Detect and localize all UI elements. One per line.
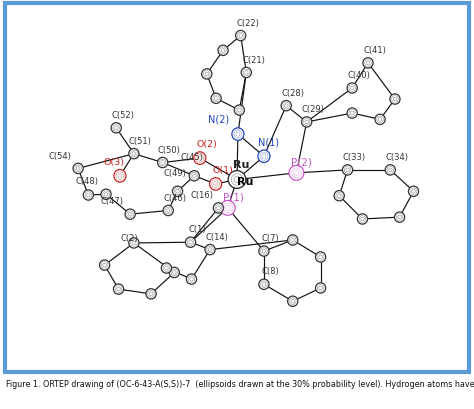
Ellipse shape xyxy=(390,94,400,105)
Text: C(40): C(40) xyxy=(347,71,370,80)
Text: P(2): P(2) xyxy=(291,157,311,167)
Ellipse shape xyxy=(113,284,124,294)
Ellipse shape xyxy=(259,246,269,256)
Text: C(47): C(47) xyxy=(100,197,123,206)
Text: N(2): N(2) xyxy=(208,114,229,124)
Ellipse shape xyxy=(347,109,357,119)
Text: O(1): O(1) xyxy=(213,166,234,175)
Text: C(28): C(28) xyxy=(281,89,304,98)
Ellipse shape xyxy=(189,171,200,182)
Ellipse shape xyxy=(73,164,83,174)
Text: C(34): C(34) xyxy=(385,153,408,162)
Text: C(8): C(8) xyxy=(262,267,279,276)
Ellipse shape xyxy=(129,238,139,249)
Ellipse shape xyxy=(342,165,353,175)
Text: C(41): C(41) xyxy=(363,46,386,55)
Ellipse shape xyxy=(228,171,246,189)
Text: Ru: Ru xyxy=(237,177,254,187)
Ellipse shape xyxy=(334,191,344,201)
Ellipse shape xyxy=(83,190,93,201)
FancyBboxPatch shape xyxy=(5,4,469,372)
Ellipse shape xyxy=(220,201,235,216)
Ellipse shape xyxy=(357,214,367,225)
Ellipse shape xyxy=(100,260,109,271)
Ellipse shape xyxy=(241,68,251,79)
Text: C(51): C(51) xyxy=(129,137,152,146)
Text: C(46): C(46) xyxy=(163,193,186,202)
Ellipse shape xyxy=(232,128,244,141)
Ellipse shape xyxy=(385,165,395,175)
Ellipse shape xyxy=(202,70,212,80)
Ellipse shape xyxy=(301,117,312,128)
Ellipse shape xyxy=(125,209,135,220)
Ellipse shape xyxy=(259,279,269,290)
Ellipse shape xyxy=(288,235,298,245)
Text: C(54): C(54) xyxy=(48,151,71,160)
Ellipse shape xyxy=(218,46,228,56)
Ellipse shape xyxy=(205,245,215,255)
Ellipse shape xyxy=(186,274,197,285)
Text: C(45): C(45) xyxy=(181,153,203,162)
Ellipse shape xyxy=(111,124,121,134)
Ellipse shape xyxy=(173,187,182,197)
Text: O(2): O(2) xyxy=(197,140,218,149)
Text: Figure 1. ORTEP drawing of (OC-6-43-A(S,S))-7  (ellipsoids drawn at the 30% prob: Figure 1. ORTEP drawing of (OC-6-43-A(S,… xyxy=(6,380,474,389)
Ellipse shape xyxy=(211,94,221,104)
Text: C(2): C(2) xyxy=(120,234,138,243)
Text: Ru: Ru xyxy=(233,160,249,170)
Ellipse shape xyxy=(258,151,270,163)
Ellipse shape xyxy=(363,58,373,69)
Ellipse shape xyxy=(347,83,357,94)
Ellipse shape xyxy=(157,158,168,168)
Text: C(14): C(14) xyxy=(205,232,228,241)
Ellipse shape xyxy=(101,190,111,200)
Ellipse shape xyxy=(316,252,326,263)
Text: P(1): P(1) xyxy=(223,192,244,202)
Text: C(16): C(16) xyxy=(190,191,213,200)
Ellipse shape xyxy=(394,212,405,223)
Ellipse shape xyxy=(409,187,419,197)
Ellipse shape xyxy=(114,170,126,182)
Text: O(3): O(3) xyxy=(104,157,125,166)
Text: C(29): C(29) xyxy=(302,105,325,114)
Ellipse shape xyxy=(129,149,139,160)
Text: C(22): C(22) xyxy=(237,19,260,28)
Text: C(7): C(7) xyxy=(262,234,279,243)
Ellipse shape xyxy=(194,153,206,165)
Text: C(48): C(48) xyxy=(76,177,99,186)
Ellipse shape xyxy=(169,267,179,278)
Ellipse shape xyxy=(236,31,246,42)
Ellipse shape xyxy=(161,263,172,274)
Text: C(49): C(49) xyxy=(164,168,187,177)
Ellipse shape xyxy=(234,106,245,116)
Text: C(50): C(50) xyxy=(158,145,181,154)
Ellipse shape xyxy=(210,178,222,191)
Ellipse shape xyxy=(185,238,196,248)
Text: C(1): C(1) xyxy=(188,225,206,234)
Ellipse shape xyxy=(146,289,156,299)
Ellipse shape xyxy=(163,206,173,216)
Ellipse shape xyxy=(281,101,292,112)
Text: C(52): C(52) xyxy=(111,111,134,120)
Ellipse shape xyxy=(288,297,298,307)
Text: C(21): C(21) xyxy=(242,56,265,65)
Text: C(33): C(33) xyxy=(343,153,365,162)
Ellipse shape xyxy=(375,115,385,125)
Text: N(1): N(1) xyxy=(258,137,279,147)
Ellipse shape xyxy=(289,166,304,181)
Ellipse shape xyxy=(213,203,224,213)
Ellipse shape xyxy=(316,283,326,293)
